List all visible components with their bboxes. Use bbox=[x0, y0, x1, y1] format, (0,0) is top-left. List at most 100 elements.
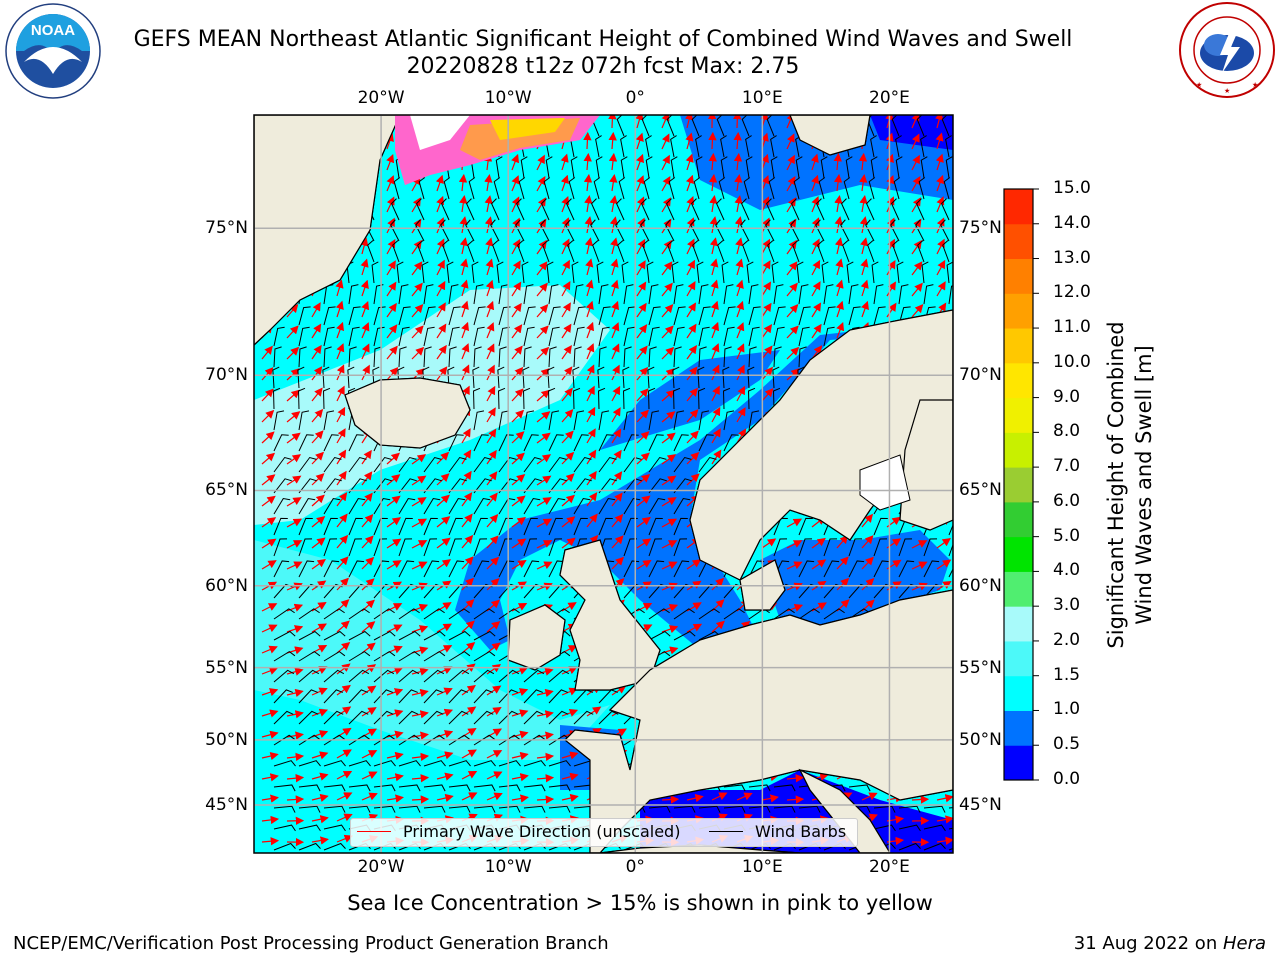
wave-arrow-880 bbox=[561, 772, 579, 781]
wind-barb-209 bbox=[596, 261, 604, 284]
wind-barb-478 bbox=[323, 478, 342, 494]
wave-arrow-221 bbox=[886, 260, 896, 276]
wind-barb-438 bbox=[723, 434, 739, 452]
wind-barb-570 bbox=[523, 538, 538, 557]
wind-barb-952 bbox=[273, 842, 296, 851]
wave-arrow-488 bbox=[561, 473, 575, 486]
wind-barb-160 bbox=[765, 219, 775, 242]
wind-barb-820 bbox=[473, 734, 496, 746]
wave-arrow-326 bbox=[711, 343, 720, 360]
wind-barb-901 bbox=[398, 805, 421, 813]
colorbar-tick-label-16: 14.0 bbox=[1053, 212, 1091, 233]
wave-arrow-284 bbox=[361, 322, 370, 339]
wave-arrow-574 bbox=[611, 535, 624, 549]
wind-barb-532 bbox=[273, 517, 288, 536]
wind-barb-584 bbox=[873, 538, 888, 557]
wave-arrow-303 bbox=[836, 321, 845, 339]
wind-barb-180 bbox=[567, 240, 575, 263]
wave-arrow-547 bbox=[636, 516, 651, 528]
wave-arrow-105 bbox=[786, 175, 796, 192]
wave-arrow-847 bbox=[436, 751, 454, 760]
wind-barb-813 bbox=[298, 734, 321, 746]
wave-arrow-902 bbox=[411, 795, 430, 804]
lat-label-right-0: 45°N bbox=[959, 794, 1002, 815]
wind-barb-580 bbox=[773, 538, 788, 557]
map-frame bbox=[253, 114, 954, 854]
wave-arrow-675 bbox=[336, 620, 350, 633]
wave-zone-2to3m-south bbox=[254, 540, 610, 760]
wind-barb-152 bbox=[565, 219, 575, 242]
wave-arrow-285 bbox=[386, 324, 398, 339]
wind-barb-408 bbox=[673, 410, 685, 431]
colorbar-tick-label-8: 6.0 bbox=[1053, 490, 1081, 511]
wave-arrow-455 bbox=[436, 451, 450, 465]
wave-arrow-238 bbox=[610, 279, 619, 297]
wave-arrow-283 bbox=[336, 321, 344, 339]
wind-barb-736 bbox=[473, 669, 495, 683]
wind-barb-540 bbox=[473, 517, 488, 536]
wave-arrow-505 bbox=[286, 497, 302, 507]
wave-arrow-851 bbox=[536, 752, 555, 762]
wave-arrow-311 bbox=[336, 343, 345, 360]
wind-barb-756 bbox=[273, 689, 293, 704]
wave-arrow-402 bbox=[511, 409, 525, 423]
wave-arrow-924 bbox=[261, 815, 280, 825]
wind-barb-260 bbox=[473, 306, 486, 326]
wind-barb-585 bbox=[898, 538, 913, 557]
wave-arrow-337 bbox=[286, 368, 300, 381]
wind-barb-213 bbox=[696, 261, 704, 284]
wave-arrow-74 bbox=[708, 152, 717, 171]
wave-arrow-42 bbox=[608, 131, 617, 150]
wave-arrow-159 bbox=[734, 216, 743, 234]
wave-arrow-364 bbox=[261, 388, 274, 402]
wave-arrow-220 bbox=[860, 258, 869, 276]
wave-arrow-80 bbox=[858, 152, 868, 171]
wave-arrow-903 bbox=[436, 793, 454, 803]
wind-barb-182 bbox=[617, 240, 625, 263]
wind-barb-340 bbox=[372, 366, 380, 389]
wave-arrow-571 bbox=[536, 540, 553, 549]
wave-arrow-97 bbox=[583, 173, 593, 192]
wave-arrow-823 bbox=[536, 731, 554, 740]
wind-barb-147 bbox=[440, 219, 450, 242]
wave-arrow-236 bbox=[561, 280, 571, 297]
wave-arrow-592 bbox=[361, 556, 375, 570]
wave-arrow-570 bbox=[511, 538, 527, 549]
wind-barb-118 bbox=[415, 198, 425, 221]
wave-arrow-681 bbox=[486, 621, 501, 633]
wave-arrow-545 bbox=[586, 513, 598, 528]
wave-arrow-604 bbox=[661, 561, 678, 570]
wave-arrow-480 bbox=[361, 471, 373, 486]
wind-barb-247 bbox=[848, 284, 859, 305]
wind-barb-431 bbox=[548, 434, 564, 452]
wave-arrow-563 bbox=[336, 534, 349, 549]
wind-barb-708 bbox=[473, 650, 496, 662]
wind-barb-81 bbox=[895, 156, 903, 179]
wind-barb-232 bbox=[473, 284, 484, 305]
wind-barb-872 bbox=[373, 784, 396, 792]
svalbard-overlay bbox=[789, 115, 871, 156]
wind-barb-158 bbox=[715, 219, 725, 242]
svg-text:★: ★ bbox=[1224, 87, 1230, 95]
wind-barb-174 bbox=[417, 240, 425, 263]
wind-barb-515 bbox=[548, 498, 566, 515]
wind-barb-559 bbox=[948, 523, 953, 536]
wind-barb-489 bbox=[598, 478, 617, 494]
wave-arrow-177 bbox=[485, 237, 494, 255]
wave-arrow-790 bbox=[411, 710, 429, 719]
wind-barb-409 bbox=[698, 410, 710, 431]
wind-barb-735 bbox=[448, 669, 470, 683]
wave-arrow-459 bbox=[536, 454, 552, 465]
wave-arrow-511 bbox=[436, 494, 450, 507]
wind-barb-175 bbox=[442, 240, 450, 263]
colorbar-segment-4 bbox=[1004, 606, 1033, 642]
wind-barb-822 bbox=[523, 734, 546, 746]
wind-barb-406 bbox=[623, 410, 635, 431]
wind-barb-680 bbox=[473, 630, 496, 641]
wave-arrow-313 bbox=[386, 345, 398, 360]
wind-barb-483 bbox=[448, 478, 467, 494]
wind-barb-541 bbox=[498, 517, 513, 536]
wave-arrow-263 bbox=[536, 304, 549, 318]
wind-barb-90 bbox=[418, 177, 426, 200]
